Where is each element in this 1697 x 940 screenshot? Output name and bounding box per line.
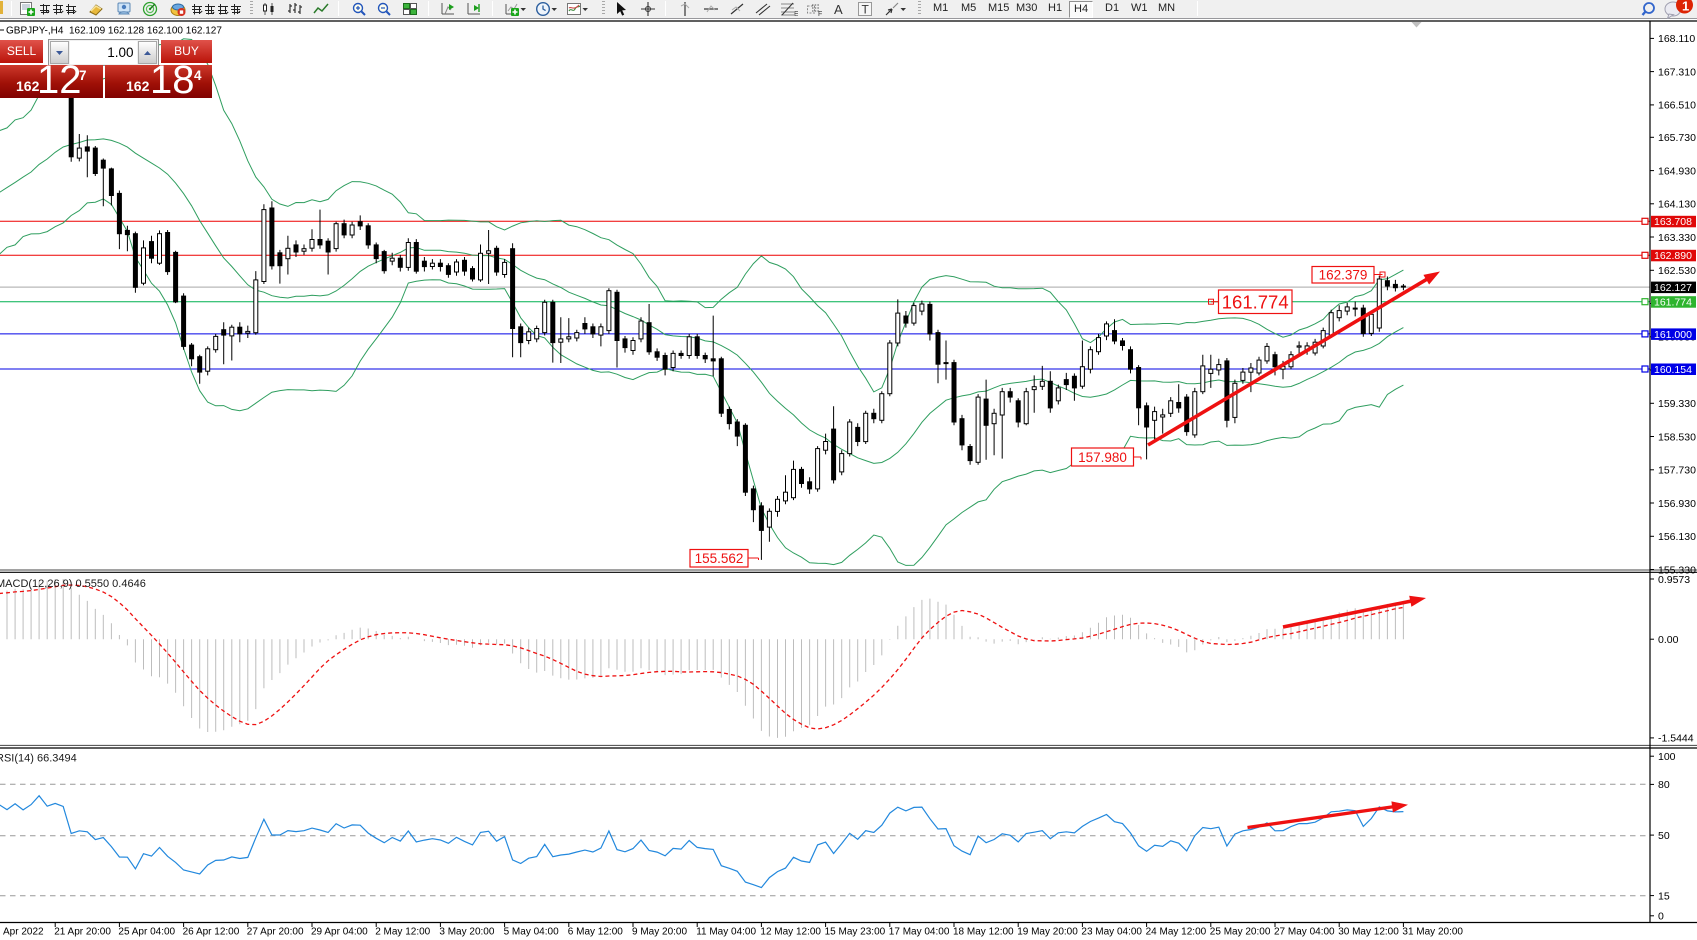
svg-text:RSI(14) 66.3494: RSI(14) 66.3494 (0, 753, 77, 765)
svg-text:29 Apr 04:00: 29 Apr 04:00 (311, 927, 368, 938)
svg-text:17 May 04:00: 17 May 04:00 (889, 927, 950, 938)
svg-text:A: A (834, 2, 843, 17)
svg-text:F: F (818, 11, 822, 17)
svg-text:5 May 04:00: 5 May 04:00 (504, 927, 559, 938)
svg-text:157.730: 157.730 (1658, 465, 1696, 477)
svg-text:158.530: 158.530 (1658, 431, 1696, 443)
svg-text:1: 1 (1682, 0, 1689, 14)
svg-text:163.330: 163.330 (1658, 232, 1696, 244)
svg-text:0: 0 (1658, 911, 1664, 923)
svg-text:Apr 2022: Apr 2022 (3, 927, 44, 938)
svg-text:-1.5444: -1.5444 (1658, 733, 1694, 745)
svg-text:165.730: 165.730 (1658, 132, 1696, 144)
svg-text:166.510: 166.510 (1658, 100, 1696, 112)
svg-text:27 May 04:00: 27 May 04:00 (1274, 927, 1335, 938)
svg-text:163.708: 163.708 (1654, 216, 1692, 228)
svg-text:MACD(12,26,9) 0.5550 0.4646: MACD(12,26,9) 0.5550 0.4646 (0, 578, 146, 590)
svg-text:162.530: 162.530 (1658, 265, 1696, 277)
svg-text:25 Apr 04:00: 25 Apr 04:00 (118, 927, 175, 938)
svg-text:100: 100 (1658, 751, 1676, 763)
svg-text:T: T (862, 3, 870, 17)
svg-text:80: 80 (1658, 779, 1670, 791)
svg-text:161.774: 161.774 (1654, 297, 1692, 309)
svg-text:161.000: 161.000 (1654, 329, 1692, 341)
svg-text:11 May 04:00: 11 May 04:00 (696, 927, 756, 938)
svg-text:15 May 23:00: 15 May 23:00 (825, 927, 886, 938)
svg-text:9 May 20:00: 9 May 20:00 (632, 927, 687, 938)
svg-text:156.930: 156.930 (1658, 498, 1696, 510)
svg-text:24 May 12:00: 24 May 12:00 (1146, 927, 1207, 938)
svg-text:162.379: 162.379 (1319, 268, 1368, 283)
svg-text:168.110: 168.110 (1658, 33, 1695, 45)
svg-text:155.330: 155.330 (1658, 564, 1696, 576)
svg-text:157.980: 157.980 (1078, 450, 1127, 465)
svg-text:50: 50 (1658, 830, 1670, 842)
svg-text:30 May 12:00: 30 May 12:00 (1338, 927, 1399, 938)
svg-text:E: E (794, 11, 798, 17)
svg-text:164.130: 164.130 (1658, 199, 1696, 211)
svg-text:0.00: 0.00 (1658, 634, 1679, 646)
svg-text:15: 15 (1658, 890, 1670, 902)
svg-text:167.310: 167.310 (1658, 66, 1696, 78)
svg-text:160.154: 160.154 (1654, 364, 1692, 376)
svg-text:12 May 12:00: 12 May 12:00 (760, 927, 821, 938)
svg-text:156.130: 156.130 (1658, 531, 1696, 543)
svg-text:161.774: 161.774 (1222, 291, 1289, 312)
svg-text:3 May 20:00: 3 May 20:00 (439, 927, 494, 938)
svg-text:19 May 20:00: 19 May 20:00 (1017, 927, 1078, 938)
svg-text:0.9573: 0.9573 (1658, 574, 1690, 586)
svg-text:26 Apr 12:00: 26 Apr 12:00 (183, 927, 240, 938)
svg-text:18 May 12:00: 18 May 12:00 (953, 927, 1014, 938)
svg-text:2 May 12:00: 2 May 12:00 (375, 927, 430, 938)
svg-text:162.127: 162.127 (1654, 282, 1692, 294)
svg-text:155.562: 155.562 (695, 551, 744, 566)
svg-text:6 May 12:00: 6 May 12:00 (568, 927, 623, 938)
svg-text:162.890: 162.890 (1654, 250, 1692, 262)
svg-text:GBPJPY-,H4 162.109 162.128 16: GBPJPY-,H4 162.109 162.128 162.100 162.1… (6, 26, 222, 37)
svg-text:164.930: 164.930 (1658, 165, 1696, 177)
svg-text:27 Apr 20:00: 27 Apr 20:00 (247, 927, 304, 938)
svg-text:25 May 20:00: 25 May 20:00 (1210, 927, 1271, 938)
svg-text:23 May 04:00: 23 May 04:00 (1081, 927, 1142, 938)
svg-text:31 May 20:00: 31 May 20:00 (1402, 927, 1463, 938)
svg-text:21 Apr 20:00: 21 Apr 20:00 (54, 927, 111, 938)
svg-text:159.330: 159.330 (1658, 398, 1696, 410)
